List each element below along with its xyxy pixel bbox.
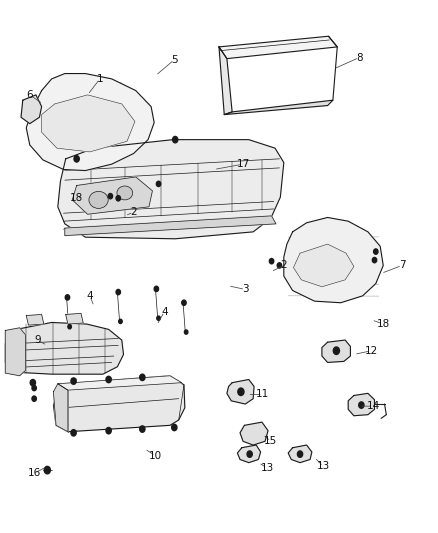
Polygon shape [240,422,268,445]
Circle shape [32,385,36,391]
Text: 18: 18 [377,319,390,329]
Polygon shape [224,100,333,115]
Polygon shape [42,95,135,152]
Polygon shape [322,340,350,362]
Text: 11: 11 [256,390,269,399]
Polygon shape [219,36,337,59]
Circle shape [116,196,120,201]
Text: 4: 4 [161,307,168,317]
Text: 5: 5 [171,55,178,64]
Polygon shape [26,74,154,171]
Circle shape [71,430,76,436]
Text: 13: 13 [317,462,330,471]
Circle shape [359,402,364,408]
Polygon shape [53,376,185,432]
Circle shape [372,257,377,263]
Text: 13: 13 [261,463,274,473]
Circle shape [106,376,111,383]
Polygon shape [26,314,44,325]
Circle shape [68,325,71,329]
Polygon shape [72,177,152,214]
Circle shape [157,316,160,320]
Polygon shape [5,328,25,376]
Text: 9: 9 [34,335,41,345]
Text: 1: 1 [96,74,103,84]
Text: 18: 18 [70,193,83,203]
Ellipse shape [117,186,133,200]
Text: 3: 3 [242,285,249,294]
Polygon shape [284,217,383,303]
Polygon shape [5,322,124,374]
Circle shape [30,379,35,386]
Text: 2: 2 [280,261,287,270]
Circle shape [140,374,145,381]
Polygon shape [227,379,254,404]
Polygon shape [348,393,374,416]
Circle shape [172,424,177,431]
Polygon shape [293,244,354,287]
Text: 17: 17 [237,159,250,169]
Circle shape [119,319,122,324]
Polygon shape [58,376,182,390]
Circle shape [154,286,159,292]
Polygon shape [288,445,312,463]
Text: 7: 7 [399,261,406,270]
Text: 4: 4 [86,291,93,301]
Circle shape [140,426,145,432]
Circle shape [173,136,178,143]
Circle shape [116,289,120,295]
Text: 8: 8 [356,53,363,62]
Circle shape [182,300,186,305]
Circle shape [156,181,161,187]
Circle shape [65,295,70,300]
Polygon shape [21,95,42,124]
Ellipse shape [89,191,108,208]
Circle shape [269,259,274,264]
Circle shape [333,347,339,354]
Polygon shape [58,140,284,239]
Circle shape [106,427,111,434]
Text: 10: 10 [149,451,162,461]
Circle shape [44,466,50,474]
Circle shape [374,249,378,254]
Circle shape [297,451,303,457]
Text: 16: 16 [28,469,41,478]
Text: 6: 6 [26,90,33,100]
Polygon shape [53,384,68,432]
Text: 14: 14 [367,401,380,411]
Polygon shape [219,47,232,115]
Circle shape [238,388,244,395]
Polygon shape [66,313,83,324]
Polygon shape [65,216,276,236]
Polygon shape [237,445,261,463]
Circle shape [108,193,113,199]
Circle shape [277,263,282,268]
Text: 12: 12 [365,346,378,356]
Circle shape [184,330,188,334]
Circle shape [32,396,36,401]
Text: 2: 2 [130,207,137,217]
Circle shape [74,156,79,162]
Text: 15: 15 [264,437,277,446]
Circle shape [247,451,252,457]
Circle shape [71,378,76,384]
